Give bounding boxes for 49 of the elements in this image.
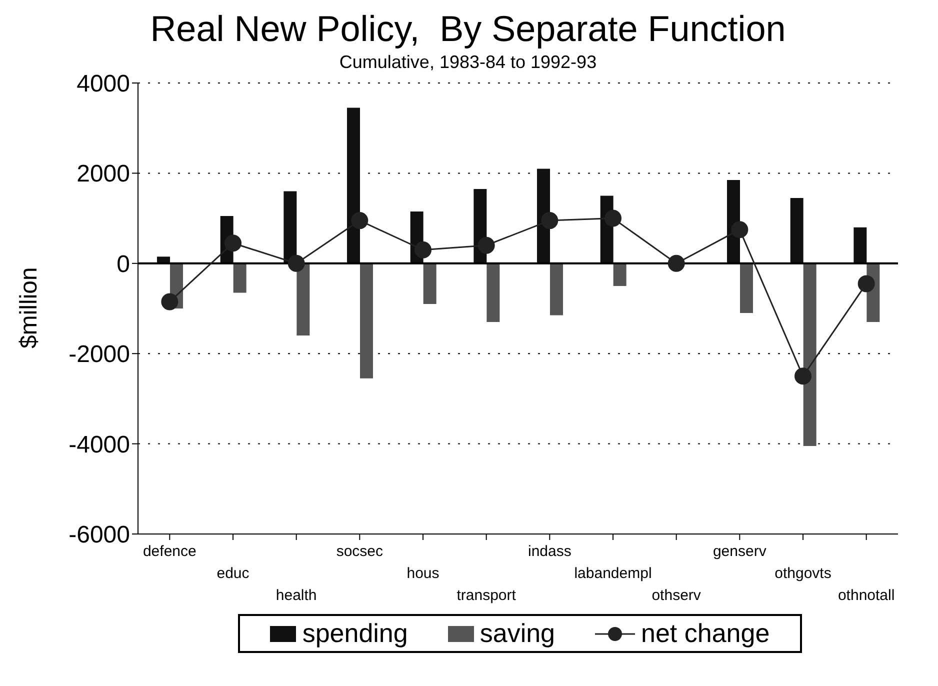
bar: [486, 263, 500, 322]
x-tick-label: othgovts: [774, 565, 832, 582]
x-tick-label: health: [276, 587, 317, 604]
chart-subtitle: Cumulative, 1983-84 to 1992-93: [339, 52, 597, 72]
y-tick-label: 2000: [76, 160, 130, 188]
bar: [613, 263, 626, 286]
point: [858, 275, 875, 292]
x-tick-label: othnotall: [838, 587, 895, 604]
point: [161, 293, 178, 310]
bar: [550, 263, 563, 316]
bar: [803, 263, 816, 446]
y-tick-label: 0: [116, 250, 130, 278]
point: [541, 212, 558, 230]
x-tick-label: indass: [528, 543, 572, 560]
bar: [233, 263, 246, 293]
x-tick-label: socsec: [336, 543, 384, 560]
x-tick-label: educ: [216, 565, 250, 582]
x-tick-label: transport: [456, 587, 517, 604]
x-tick-label: hous: [406, 565, 440, 582]
bar: [423, 263, 436, 304]
y-tick-label: -6000: [68, 522, 130, 549]
x-tick-label: othserv: [652, 587, 702, 604]
legend-label: spending: [302, 618, 408, 649]
bar: [854, 227, 867, 264]
bar: [296, 263, 310, 336]
point: [351, 212, 368, 230]
point: [478, 236, 495, 254]
y-tick-label: 4000: [76, 70, 130, 98]
legend-label: net change: [641, 618, 770, 649]
point: [414, 241, 432, 258]
point: [794, 368, 812, 385]
x-tick-label: labandempl: [574, 565, 652, 582]
y-tick-label: -4000: [68, 431, 130, 458]
bar: [360, 263, 373, 378]
bar: [740, 263, 753, 314]
point: [224, 234, 242, 252]
chart-title: Real New Policy, By Separate Function: [149, 8, 787, 50]
legend-label: saving: [480, 618, 556, 649]
point: [604, 210, 622, 227]
bar: [347, 108, 360, 264]
y-axis-title: $million: [16, 267, 43, 348]
point: [668, 254, 685, 272]
y-tick-label: -2000: [68, 341, 130, 368]
x-tick-label: genserv: [712, 543, 767, 560]
bar: [284, 191, 297, 264]
point: [731, 221, 748, 238]
point: [288, 254, 305, 272]
x-tick-label: defence: [142, 543, 196, 560]
bar: [790, 198, 804, 264]
